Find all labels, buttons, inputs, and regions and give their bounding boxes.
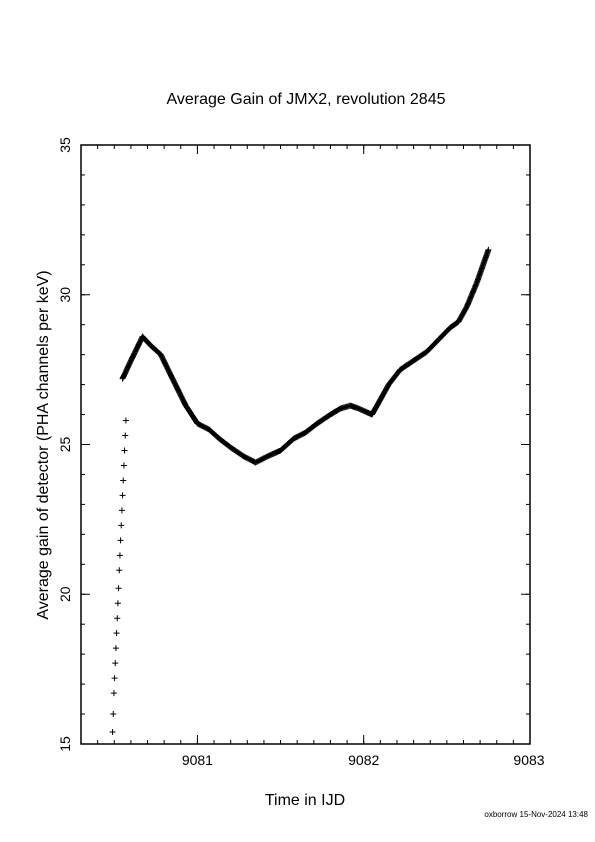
sparse-point [121, 447, 128, 454]
sparse-point [116, 552, 123, 559]
footer-credit: oxborrow 15-Nov-2024 13:48 [484, 810, 588, 819]
curve-point [485, 246, 492, 253]
sparse-point [118, 507, 125, 514]
sparse-point [120, 462, 127, 469]
sparse-point [119, 492, 126, 499]
minor-ticks [80, 144, 531, 745]
y-tick-label: 30 [57, 287, 73, 303]
sparse-point [113, 630, 120, 637]
y-tick-label: 20 [57, 586, 73, 602]
sparse-point [112, 660, 119, 667]
sparse-point [112, 645, 119, 652]
major-ticks [81, 144, 531, 745]
sparse-point [111, 675, 118, 682]
y-tick-label: 15 [57, 736, 73, 752]
plot-frame [80, 144, 531, 745]
data-points [109, 246, 492, 736]
x-axis-label: Time in IJD [265, 792, 345, 809]
sparse-point [114, 600, 121, 607]
y-tick-labels: 15 20 25 30 35 [57, 137, 73, 752]
y-axis-label: Average gain of detector (PHA channels p… [35, 270, 52, 619]
sparse-point [118, 522, 125, 529]
y-tick-label: 35 [57, 137, 73, 153]
x-tick-label: 9083 [513, 752, 544, 768]
sparse-point [109, 729, 116, 736]
x-tick-labels: 9081 9082 9083 [182, 752, 545, 768]
sparse-point [116, 567, 123, 574]
sparse-point [122, 432, 129, 439]
sparse-point [117, 537, 124, 544]
sparse-point [115, 585, 122, 592]
sparse-point [110, 690, 117, 697]
sparse-point [120, 477, 127, 484]
sparse-point [114, 615, 121, 622]
chart-title: Average Gain of JMX2, revolution 2845 [167, 91, 446, 108]
sparse-point [110, 711, 117, 718]
y-tick-label: 25 [57, 437, 73, 453]
sparse-point [122, 417, 129, 424]
x-tick-label: 9082 [348, 752, 379, 768]
x-tick-label: 9081 [182, 752, 213, 768]
